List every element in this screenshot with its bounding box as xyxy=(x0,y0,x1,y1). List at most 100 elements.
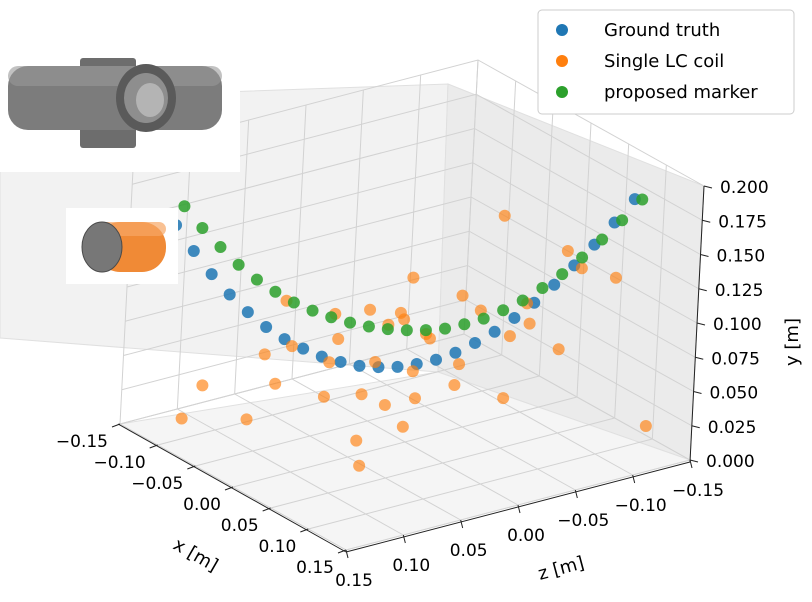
data-point xyxy=(516,294,529,307)
data-point xyxy=(353,459,366,472)
grid-line-y xyxy=(133,59,705,187)
lc-coil-illustration xyxy=(66,208,178,284)
z-tick xyxy=(345,549,349,559)
y-tick xyxy=(703,185,713,189)
y-axis-label: y [m] xyxy=(782,318,803,366)
x-tick-label: 0.05 xyxy=(221,516,259,536)
grid-line-z xyxy=(349,363,576,491)
legend-marker xyxy=(556,55,568,67)
y-tick-label: 0.000 xyxy=(706,452,755,472)
data-point xyxy=(497,392,510,405)
z-axis-label: z [m] xyxy=(536,552,587,584)
data-point xyxy=(419,324,432,337)
x-tick xyxy=(149,444,158,449)
tick-labels: −0.15−0.10−0.050.000.050.100.150.150.100… xyxy=(56,178,769,591)
data-point xyxy=(396,420,409,433)
data-point xyxy=(456,289,469,302)
z-tick xyxy=(689,459,693,469)
data-point xyxy=(639,420,652,432)
data-point xyxy=(250,273,263,286)
data-point xyxy=(430,353,443,366)
data-point xyxy=(407,271,420,284)
grid-line-z xyxy=(406,348,633,476)
data-point xyxy=(344,316,357,329)
data-point xyxy=(205,268,218,281)
series-proposed-marker xyxy=(178,193,649,337)
z-tick-label: 0.00 xyxy=(507,526,545,546)
data-point xyxy=(453,358,466,371)
z-tick-label: 0.05 xyxy=(450,541,488,561)
data-point xyxy=(240,413,253,426)
x-tick-label: −0.05 xyxy=(131,474,183,494)
data-point xyxy=(317,390,330,403)
x-tick xyxy=(262,507,271,512)
y-tick xyxy=(695,356,704,360)
legend-marker xyxy=(556,86,568,98)
y-tick xyxy=(702,219,711,223)
data-point xyxy=(498,209,511,222)
data-point xyxy=(636,193,649,206)
data-point xyxy=(488,325,501,338)
grid-line-z xyxy=(234,393,461,521)
data-point xyxy=(334,355,347,368)
data-point xyxy=(406,365,419,378)
data-point xyxy=(258,348,271,361)
legend-box xyxy=(537,9,795,115)
x-tick xyxy=(187,465,196,470)
z-tick xyxy=(402,534,406,544)
x-tick xyxy=(300,528,309,533)
x-tick-label: −0.10 xyxy=(94,453,146,473)
legend: Ground truth Single LC coil proposed marke… xyxy=(537,9,795,115)
grid-lines xyxy=(119,59,705,551)
data-point xyxy=(196,222,209,235)
data-point xyxy=(616,214,629,227)
data-point xyxy=(576,251,589,264)
grid-line-y xyxy=(132,93,703,221)
data-point xyxy=(323,356,336,369)
data-point xyxy=(306,304,319,317)
data-points xyxy=(170,193,652,472)
data-point xyxy=(269,377,282,390)
data-point xyxy=(325,311,338,324)
data-point xyxy=(297,342,310,355)
data-point xyxy=(523,317,536,330)
legend-marker xyxy=(556,24,568,36)
y-tick xyxy=(693,391,702,394)
data-point xyxy=(350,434,363,447)
data-point xyxy=(394,306,407,319)
y-tick-label: 0.150 xyxy=(717,247,766,267)
data-point xyxy=(497,304,510,317)
data-point xyxy=(241,306,254,319)
data-point xyxy=(355,388,368,401)
y-tick xyxy=(696,322,706,326)
data-point xyxy=(448,379,461,391)
y-tick xyxy=(700,254,709,257)
y-tick-label: 0.100 xyxy=(713,315,762,335)
x-tick-label: 0.15 xyxy=(296,558,334,578)
data-point xyxy=(468,336,481,349)
data-point xyxy=(439,322,452,335)
data-point xyxy=(232,258,245,271)
data-point xyxy=(381,323,394,336)
data-point xyxy=(362,320,375,333)
y-tick-label: 0.175 xyxy=(718,212,767,232)
data-point xyxy=(175,412,188,425)
grid-line-y xyxy=(123,264,694,392)
grid-line-z xyxy=(291,378,519,506)
x-tick-label: −0.15 xyxy=(56,432,108,452)
data-point xyxy=(223,288,236,301)
legend-label: Ground truth xyxy=(604,20,720,41)
data-point xyxy=(536,282,549,295)
data-point xyxy=(575,262,588,275)
data-point xyxy=(187,244,200,257)
z-tick-label: −0.05 xyxy=(557,511,609,531)
z-tick-label: −0.15 xyxy=(672,481,724,501)
data-point xyxy=(449,346,462,359)
data-point xyxy=(609,271,622,284)
y-tick xyxy=(698,288,707,292)
x-tick xyxy=(224,486,234,491)
x-axis-label: x [m] xyxy=(170,534,222,576)
data-point xyxy=(552,343,565,356)
data-point xyxy=(287,296,300,309)
